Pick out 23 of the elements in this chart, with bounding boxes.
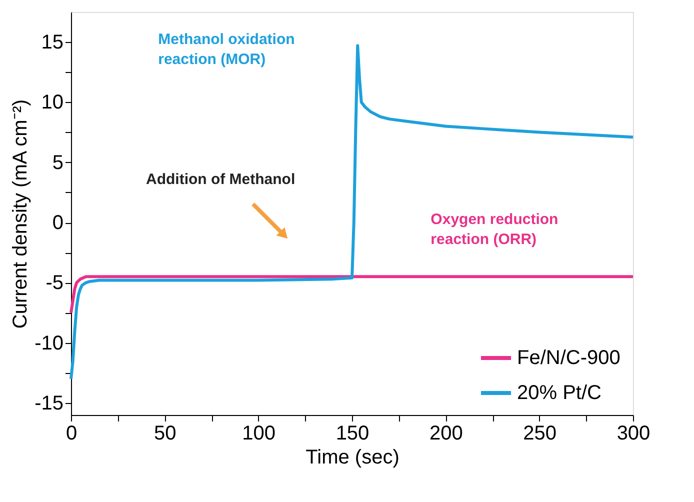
y-tick-label: 15 <box>41 32 64 54</box>
x-tick-label: 200 <box>429 422 463 444</box>
y-tick-label: -10 <box>34 332 64 354</box>
y-tick-label: 0 <box>52 212 64 234</box>
x-tick-label: 150 <box>336 422 370 444</box>
legend-label: Fe/N/C-900 <box>517 347 620 369</box>
x-tick-label: 0 <box>66 422 78 444</box>
y-tick-label: -15 <box>34 392 64 414</box>
y-axis-title: Current density (mA cm⁻²) <box>10 99 32 329</box>
y-tick-label: 10 <box>41 92 64 114</box>
line-series <box>70 275 634 314</box>
x-tick-label: 250 <box>523 422 557 444</box>
y-tick-label: 5 <box>52 152 64 174</box>
x-tick-label: 300 <box>616 422 650 444</box>
annotation: Oxygen reduction reaction (ORR) <box>430 211 558 248</box>
x-tick-label: 100 <box>242 422 276 444</box>
legend-label: 20% Pt/C <box>517 382 602 404</box>
y-tick-label: -5 <box>46 272 64 294</box>
line-series <box>70 44 634 380</box>
x-axis-title: Time (sec) <box>306 446 400 468</box>
x-tick-label: 50 <box>154 422 176 444</box>
annotation: Addition of Methanol <box>146 171 296 188</box>
annotation: Methanol oxidation reaction (MOR) <box>158 31 295 68</box>
